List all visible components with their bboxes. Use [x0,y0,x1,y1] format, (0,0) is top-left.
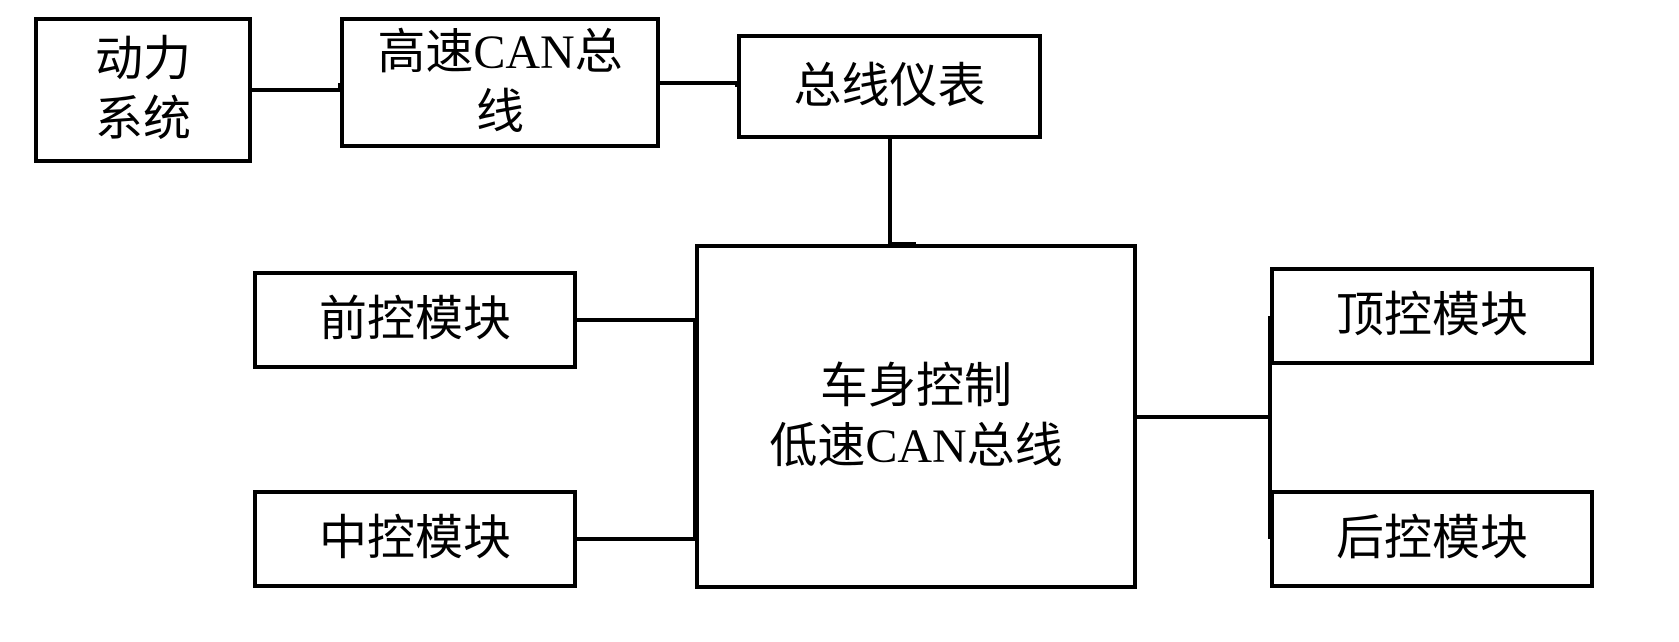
connector-segment [890,242,917,246]
node-center_control: 中控模块 [253,490,577,588]
connector-segment [693,320,697,417]
connector-segment [693,417,697,540]
connector-segment [735,83,739,87]
node-front_control: 前控模块 [253,271,577,369]
connector-segment [577,537,695,541]
node-power_system: 动力系统 [34,17,252,163]
node-label: 前控模块 [319,290,511,350]
node-label: 动力系统 [95,30,191,150]
node-body_control_can: 车身控制低速CAN总线 [695,244,1137,589]
node-label: 总线仪表 [793,57,985,117]
node-bus_instrument: 总线仪表 [737,34,1042,139]
connector-segment [1268,316,1272,417]
node-high_speed_can: 高速CAN总线 [340,17,660,148]
diagram-stage: 动力系统 高速CAN总线 总线仪表前控模块中控模块 车身控制低速CAN总线 顶控模块后控… [0,0,1679,642]
connector-segment [252,88,340,92]
node-label: 高速CAN总线 [377,23,622,143]
node-top_control: 顶控模块 [1270,267,1594,365]
connector-segment [1137,415,1270,419]
connector-segment [338,83,342,91]
connector-segment [577,318,695,322]
node-rear_control: 后控模块 [1270,490,1594,588]
node-label: 中控模块 [319,509,511,569]
connector-segment [888,139,892,244]
connector-segment [1268,417,1272,540]
connector-segment [660,81,737,85]
node-label: 车身控制低速CAN总线 [769,357,1062,477]
node-label: 顶控模块 [1336,286,1528,346]
node-label: 后控模块 [1336,509,1528,569]
